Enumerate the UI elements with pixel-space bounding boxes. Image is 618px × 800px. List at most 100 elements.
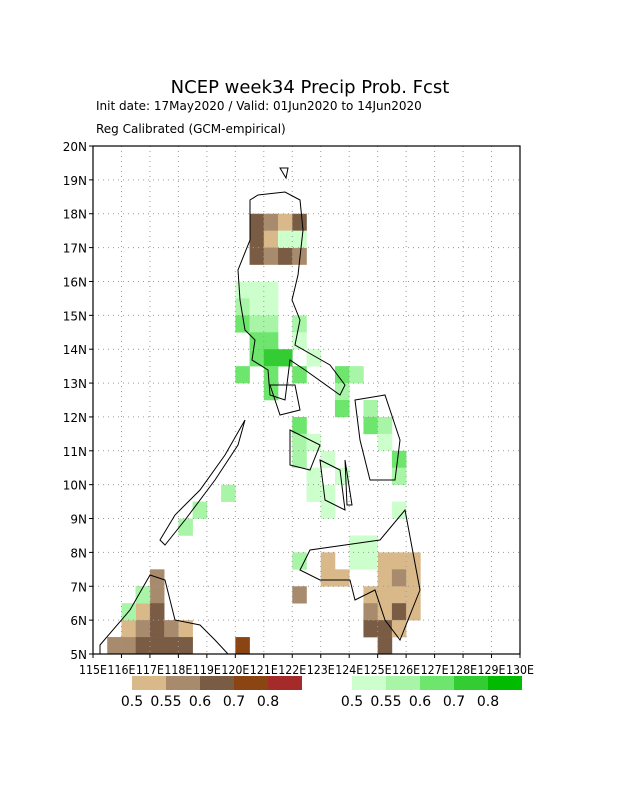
y-tick-label: 14N — [63, 343, 87, 357]
prob-cell — [249, 247, 265, 265]
prob-cell — [249, 349, 265, 367]
prob-cell — [178, 620, 193, 638]
prob-cell — [263, 366, 279, 384]
prob-cell — [292, 416, 307, 435]
prob-cell — [235, 315, 250, 333]
prob-cell — [249, 298, 265, 316]
prob-cell — [121, 620, 136, 638]
title: NCEP week34 Precip Prob. Fcst — [171, 77, 450, 98]
prob-cell — [278, 349, 293, 367]
prob-cell — [149, 586, 165, 604]
prob-cell — [349, 535, 364, 553]
y-tick-label: 13N — [63, 377, 87, 391]
prob-cell — [263, 213, 279, 231]
prob-cell — [235, 366, 250, 384]
prob-cell — [306, 433, 322, 452]
x-tick-label: 126E — [392, 663, 420, 677]
prob-cell — [178, 637, 193, 655]
prob-cell — [235, 298, 250, 316]
prob-cell — [249, 315, 265, 333]
x-tick-label: 119E — [193, 663, 221, 677]
colorbar-label: 0.55 — [150, 694, 181, 710]
colorbar-label: 0.7 — [223, 694, 245, 710]
prob-cell — [377, 569, 393, 587]
colorbar-label: 0.8 — [257, 694, 279, 710]
prob-cell — [334, 383, 350, 401]
prob-cell — [406, 586, 421, 604]
prob-cell — [292, 247, 307, 265]
y-tick-label: 10N — [63, 479, 87, 493]
prob-cell — [263, 281, 279, 299]
colorbar-box — [386, 676, 420, 690]
colorbar-box — [352, 676, 386, 690]
prob-cell — [391, 501, 407, 519]
prob-cell — [334, 366, 350, 384]
prob-cell — [121, 637, 136, 655]
prob-cell — [178, 518, 193, 536]
prob-cell — [377, 416, 393, 435]
prob-cell — [363, 416, 378, 435]
x-tick-label: 127E — [421, 663, 449, 677]
y-tick-label: 5N — [70, 648, 87, 662]
y-tick-label: 12N — [63, 411, 87, 425]
prob-cell — [292, 450, 307, 469]
y-tick-label: 16N — [63, 275, 87, 289]
prob-cell — [377, 586, 393, 604]
x-tick-label: 130E — [506, 663, 534, 677]
prob-cell — [263, 332, 279, 350]
prob-cell — [391, 586, 407, 604]
prob-cell — [320, 450, 336, 469]
prob-cell — [391, 467, 407, 485]
prob-cell — [135, 603, 151, 621]
colorbar-label: 0.6 — [189, 694, 211, 710]
x-tick-label: 120E — [221, 663, 249, 677]
prob-cell — [292, 366, 307, 384]
prob-cell — [391, 450, 407, 469]
prob-cell — [391, 552, 407, 570]
prob-cell — [349, 366, 364, 384]
colorbar-box — [234, 676, 268, 690]
prob-cell — [249, 213, 265, 231]
y-tick-label: 7N — [70, 580, 87, 594]
colorbar-label: 0.8 — [477, 694, 499, 710]
prob-cell — [377, 552, 393, 570]
y-tick-label: 18N — [63, 208, 87, 222]
prob-cell — [235, 281, 250, 299]
prob-cell — [377, 637, 393, 655]
prob-cell — [292, 213, 307, 231]
prob-cell — [334, 569, 350, 587]
prob-cell — [363, 620, 378, 638]
prob-cell — [377, 433, 393, 452]
colorbar-label: 0.5 — [341, 694, 363, 710]
prob-cell — [249, 332, 265, 350]
prob-cell — [292, 433, 307, 452]
x-tick-label: 129E — [478, 663, 506, 677]
x-tick-label: 122E — [278, 663, 306, 677]
prob-cell — [377, 620, 393, 638]
prob-cell — [107, 637, 122, 655]
x-tick-label: 117E — [136, 663, 164, 677]
colorbar-box — [488, 676, 522, 690]
prob-cell — [263, 298, 279, 316]
subtitle: Reg Calibrated (GCM-empirical) — [96, 122, 286, 136]
prob-cell — [306, 467, 322, 485]
prob-cell — [306, 484, 322, 502]
y-tick-label: 9N — [70, 513, 87, 527]
prob-cell — [249, 281, 265, 299]
prob-cell — [391, 569, 407, 587]
colorbar-label: 0.6 — [409, 694, 431, 710]
prob-cell — [320, 569, 336, 587]
colorbar-box — [132, 676, 166, 690]
colorbar-box — [420, 676, 454, 690]
colorbar-label: 0.5 — [121, 694, 143, 710]
prob-cell — [135, 637, 151, 655]
prob-cell — [149, 569, 165, 587]
y-tick-label: 8N — [70, 546, 87, 560]
y-tick-label: 20N — [63, 140, 87, 154]
x-tick-label: 125E — [364, 663, 392, 677]
prob-cell — [278, 213, 293, 231]
prob-cell — [164, 637, 179, 655]
x-tick-label: 115E — [79, 663, 107, 677]
prob-cell — [249, 230, 265, 248]
